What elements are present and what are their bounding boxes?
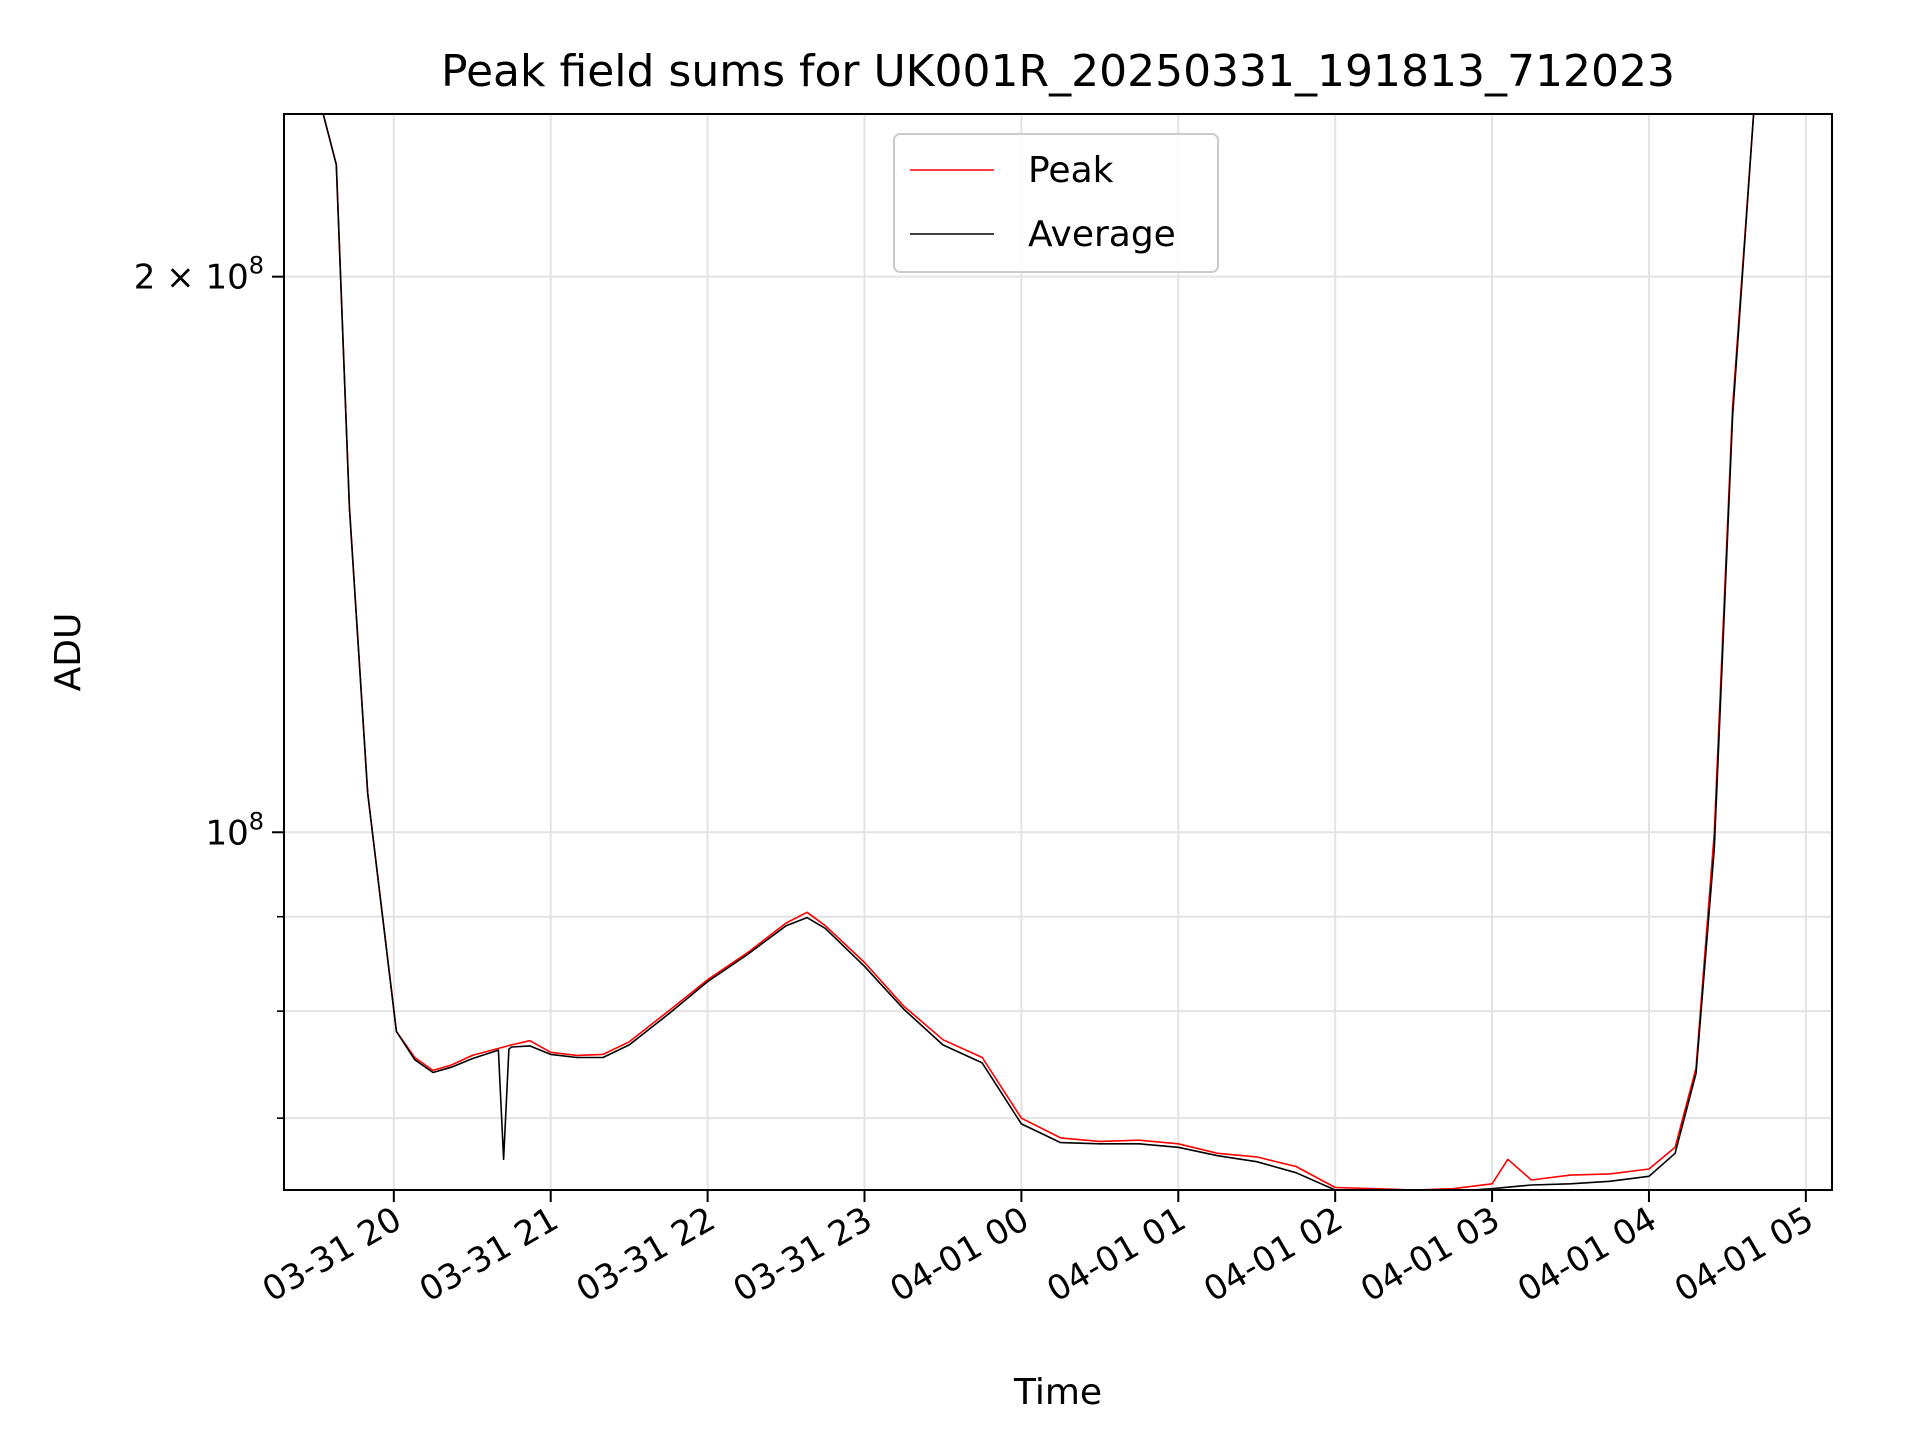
y-tick-base: 10 [205,813,248,853]
chart-title: Peak field sums for UK001R_20250331_1918… [441,46,1675,97]
series-layer [284,114,1793,1190]
series-line-average [284,114,1793,1190]
legend-label-peak: Peak [1028,150,1114,191]
y-tick-label: 108 [205,807,264,853]
grid [284,114,1832,1190]
series-line-peak [284,114,1793,1190]
plot-frame [283,113,1833,1191]
legend-label-average: Average [1028,214,1176,255]
y-tick-exponent: 8 [249,252,264,280]
x-axis-label: Time [1013,1372,1102,1413]
y-tick-mantissa: 2 × [134,258,206,298]
y-tick-exponent: 8 [249,807,264,835]
y-axis-label: ADU [48,613,89,692]
legend: Peak Average [893,133,1219,273]
y-tick-base: 10 [205,258,248,298]
y-tick-label: 2 × 108 [134,252,264,298]
legend-box [893,133,1219,273]
